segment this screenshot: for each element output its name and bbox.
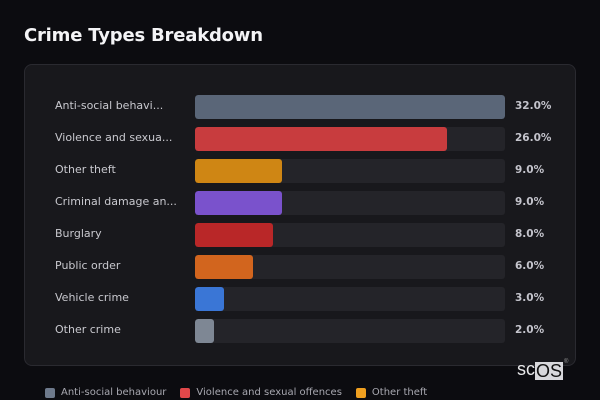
bar-label: Vehicle crime xyxy=(55,291,129,304)
bar-fill[interactable] xyxy=(195,191,283,215)
legend-label: Anti-social behaviour xyxy=(61,387,167,398)
bar-track xyxy=(195,95,505,119)
page-title: Crime Types Breakdown xyxy=(24,25,263,46)
bar-track xyxy=(195,159,505,183)
legend-swatch-icon xyxy=(180,387,191,398)
bar-row: Criminal damage an... 9.0% xyxy=(25,191,575,215)
bar-value: 32.0% xyxy=(515,100,552,112)
bar-label: Burglary xyxy=(55,227,102,240)
bar-row: Violence and sexua... 26.0% xyxy=(25,127,575,151)
bar-row: Other theft 9.0% xyxy=(25,159,575,183)
bar-value: 26.0% xyxy=(515,132,552,144)
bar-value: 9.0% xyxy=(515,164,545,176)
registered-mark-icon: ® xyxy=(564,359,569,365)
bar-track xyxy=(195,287,505,311)
bar-label: Other theft xyxy=(55,163,116,176)
bar-fill[interactable] xyxy=(195,255,254,279)
chart-card: Anti-social behavi... 32.0% Violence and s… xyxy=(24,64,576,366)
watermark-logo: sc OS ® xyxy=(517,359,568,380)
bar-row: Burglary 8.0% xyxy=(25,223,575,247)
bar-value: 9.0% xyxy=(515,196,545,208)
bar-track xyxy=(195,223,505,247)
legend-label: Violence and sexual offences xyxy=(196,387,342,398)
bar-fill[interactable] xyxy=(195,223,273,247)
bar-label: Criminal damage an... xyxy=(55,195,177,208)
bar-value: 6.0% xyxy=(515,260,545,272)
bar-fill[interactable] xyxy=(195,159,283,183)
bar-track xyxy=(195,319,505,343)
legend-swatch-icon xyxy=(355,387,366,398)
bar-row: Public order 6.0% xyxy=(25,255,575,279)
legend-item[interactable]: Other theft xyxy=(355,387,428,398)
bar-label: Other crime xyxy=(55,323,121,336)
bar-track xyxy=(195,255,505,279)
bar-fill[interactable] xyxy=(195,127,447,151)
legend-item[interactable]: Violence and sexual offences xyxy=(180,387,342,398)
bar-row: Other crime 2.0% xyxy=(25,319,575,343)
bar-fill[interactable] xyxy=(195,287,225,311)
bar-value: 2.0% xyxy=(515,324,545,336)
legend-label: Other theft xyxy=(371,387,428,398)
legend-swatch-icon xyxy=(45,387,55,398)
bar-value: 8.0% xyxy=(515,228,545,240)
bar-label: Violence and sexua... xyxy=(55,131,173,144)
bar-track xyxy=(195,127,505,151)
bar-value: 3.0% xyxy=(515,292,545,304)
bar-row: Anti-social behavi... 32.0% xyxy=(25,95,575,119)
logo-boxed: OS xyxy=(535,361,564,381)
bar-fill[interactable] xyxy=(195,95,505,119)
logo-prefix: sc xyxy=(517,359,535,379)
bar-row: Vehicle crime 3.0% xyxy=(25,287,575,311)
legend-item[interactable]: Anti-social behaviour xyxy=(45,387,166,398)
bar-track xyxy=(195,191,505,215)
bar-label: Anti-social behavi... xyxy=(55,99,164,112)
bar-fill[interactable] xyxy=(195,319,215,343)
bar-label: Public order xyxy=(55,259,121,272)
chart-legend: Anti-social behaviour Violence and sexual… xyxy=(45,387,427,398)
